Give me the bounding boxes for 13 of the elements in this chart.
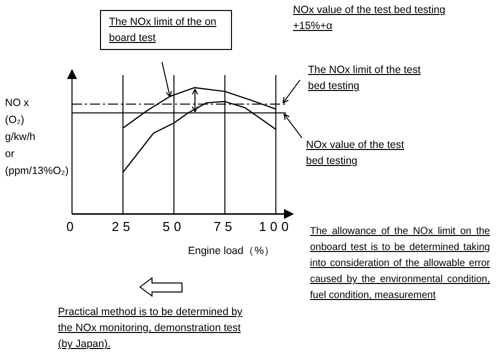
ref-line-label: The NOx limit of the test bed testing (308, 63, 422, 94)
y-axis-title: NO x (O₂) g/kw/h or (ppm/13%O₂) (5, 96, 69, 179)
text: The allowance of the NOx limit on the onboard test is to be determined taking into consideration of the allowable error caused by the environmental condition, fuel condition, measurement (310, 225, 490, 303)
ref-line-label: NOx value of the test bed testing (306, 138, 406, 169)
text: The NOx limit of the on board test (109, 15, 218, 46)
x-tick-label: 50 (162, 219, 186, 234)
text: Practical method is to be determined by the NOx monitoring, demonstration test (by Japan). (58, 305, 244, 352)
x-tick-label: 0 (66, 219, 78, 234)
x-tick-label: 25 (112, 219, 134, 234)
x-axis-title: Engine load（%） (188, 244, 275, 258)
x-tick-label: 100 (258, 219, 293, 234)
text: NOx value of the test bed testing +15%+α (293, 3, 446, 34)
x-tick-label: 75 (214, 219, 236, 234)
